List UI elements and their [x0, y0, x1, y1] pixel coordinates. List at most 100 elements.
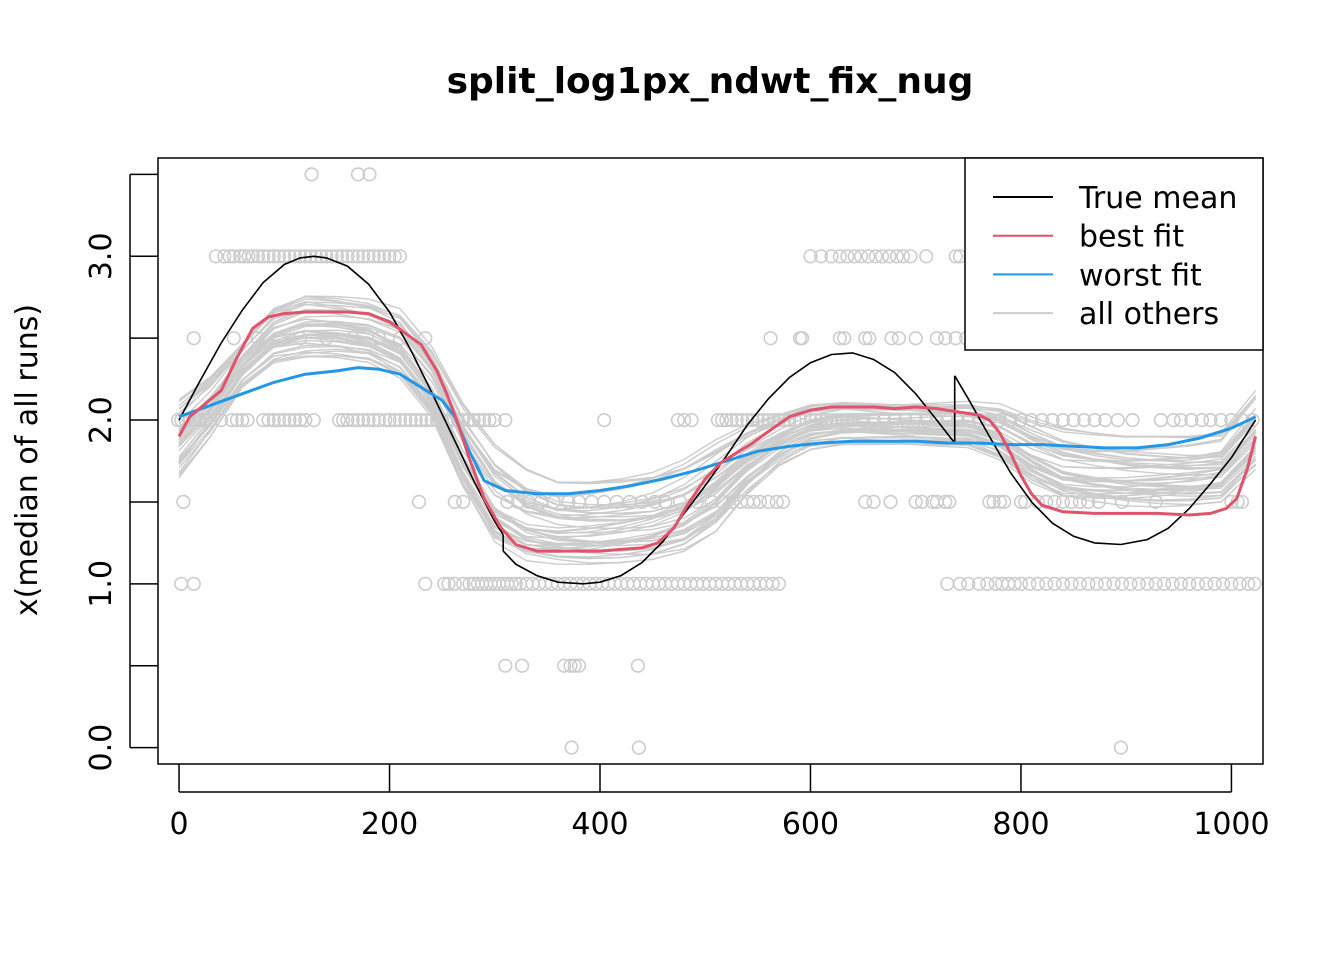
- observation-point: [456, 576, 471, 591]
- observation-point: [866, 413, 881, 428]
- observation-point: [510, 494, 526, 510]
- observation-point: [336, 413, 351, 428]
- observation-point: [919, 249, 934, 264]
- observation-point: [1013, 413, 1029, 428]
- legend-label: worst fit: [1079, 258, 1202, 293]
- observation-point: [1184, 413, 1199, 428]
- observation-point: [1081, 494, 1096, 510]
- observation-point: [1173, 413, 1188, 428]
- observation-point: [908, 331, 923, 346]
- observation-point: [803, 413, 818, 428]
- observation-point: [1224, 413, 1239, 428]
- observation-point: [883, 494, 898, 510]
- x-tick-label: 1000: [1193, 807, 1269, 842]
- worst-fit-line: [178, 366, 1257, 496]
- observation-point: [366, 249, 381, 264]
- observation-point: [1166, 413, 1181, 428]
- observation-point: [948, 249, 963, 264]
- observation-point: [224, 413, 239, 428]
- observation-point: [186, 331, 201, 346]
- observation-point: [419, 413, 434, 428]
- observation-point: [217, 249, 232, 264]
- observation-point: [456, 494, 471, 510]
- observation-point: [356, 413, 371, 428]
- observation-point: [229, 413, 244, 428]
- observation-point: [271, 331, 287, 346]
- observation-point: [832, 249, 848, 264]
- observation-point: [1165, 576, 1180, 591]
- x-tick-label: 600: [782, 807, 839, 842]
- observation-point: [222, 249, 237, 264]
- others-curve: [178, 322, 1257, 521]
- observation-point: [287, 413, 302, 428]
- observation-point: [1097, 576, 1113, 591]
- observation-point: [319, 331, 334, 346]
- observation-point: [1123, 576, 1138, 591]
- others-curve: [178, 344, 1257, 565]
- observation-point: [250, 331, 266, 346]
- observation-point: [203, 413, 218, 428]
- observation-point: [256, 249, 271, 264]
- legend-label: True mean: [1078, 181, 1237, 216]
- observation-point: [424, 413, 439, 428]
- observation-point: [345, 413, 360, 428]
- observation-point: [761, 413, 776, 428]
- observation-point: [293, 413, 308, 428]
- observation-point: [293, 249, 308, 264]
- observation-point: [1207, 576, 1222, 591]
- others-curve: [178, 295, 1257, 483]
- observation-point: [345, 249, 360, 264]
- observation-point: [350, 249, 366, 264]
- observation-point: [771, 576, 787, 591]
- observation-point: [350, 167, 366, 182]
- observation-point: [684, 413, 699, 428]
- observation-point: [829, 413, 844, 428]
- y-tick-label: 1.0: [84, 560, 119, 608]
- plot-frame: [157, 157, 1264, 765]
- observation-point: [1203, 413, 1218, 428]
- observation-point: [1087, 413, 1102, 428]
- others-curve: [178, 329, 1257, 544]
- observation-point: [677, 413, 692, 428]
- observation-point: [564, 740, 579, 755]
- observation-point: [437, 576, 452, 591]
- legend-box: [964, 157, 1264, 351]
- true-mean-line: [954, 375, 1257, 546]
- observation-point: [1003, 413, 1018, 428]
- observation-point: [919, 413, 934, 428]
- observation-point: [752, 494, 768, 510]
- observation-point: [992, 413, 1008, 428]
- observation-point: [340, 413, 355, 428]
- observation-point: [208, 249, 223, 264]
- true-mean-line: [502, 352, 956, 585]
- observation-point: [356, 249, 371, 264]
- observation-point: [861, 249, 876, 264]
- observation-point: [597, 494, 612, 510]
- observation-point: [277, 413, 292, 428]
- observation-point: [1066, 413, 1081, 428]
- observation-point: [938, 331, 953, 346]
- observation-point: [940, 576, 955, 591]
- observation-point: [392, 249, 408, 264]
- x-tick-label: 800: [992, 807, 1049, 842]
- observation-point: [1013, 576, 1029, 591]
- observation-point: [1007, 576, 1022, 591]
- observation-point: [808, 413, 823, 428]
- observation-point: [819, 413, 834, 428]
- observation-point: [1022, 576, 1037, 591]
- observation-point: [1194, 413, 1210, 428]
- observation-point: [866, 494, 881, 510]
- observation-point: [834, 413, 850, 428]
- observation-point: [903, 249, 918, 264]
- observation-point: [398, 413, 413, 428]
- observation-point: [498, 413, 513, 428]
- observation-point: [245, 249, 260, 264]
- observation-point: [672, 494, 688, 510]
- observation-point: [271, 249, 287, 264]
- observation-point: [971, 576, 987, 591]
- observation-point: [392, 413, 408, 428]
- observation-point: [261, 413, 276, 428]
- observation-point: [704, 494, 719, 510]
- observation-point: [1140, 576, 1155, 591]
